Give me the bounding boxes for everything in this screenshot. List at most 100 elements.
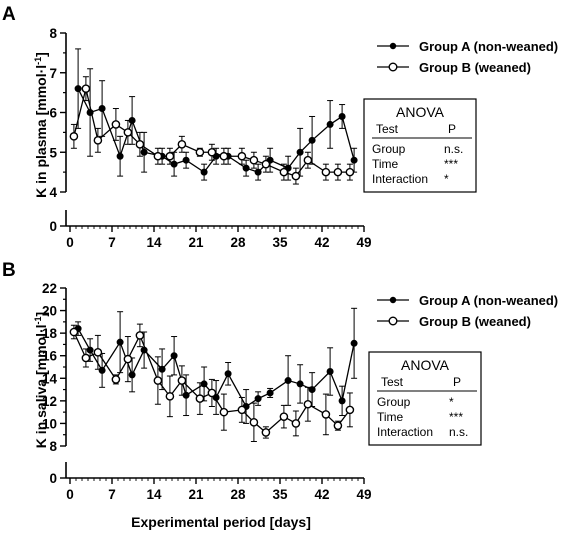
panel-a-series-group-b-point [237, 151, 247, 161]
panel-b-y-axis-label-close: ] [33, 312, 49, 317]
panel-b-anova-box: ANOVA Test P Group * Time *** Interaction n.s. [368, 351, 482, 446]
panel-b-series-group-b-point [249, 417, 259, 427]
panel-b-anova-title: ANOVA [401, 357, 450, 373]
panel-b-y-tick-label: 18 [42, 326, 58, 341]
panel-b-series-group-b-point [81, 353, 91, 363]
panel-a-series-group-b-point [177, 139, 187, 149]
panel-a-x-tick-label: 42 [314, 235, 329, 250]
panel-b-series-group-a [74, 307, 358, 424]
panel-a: A K in plasma [mmol·l-1] 4 5 6 7 8 00 7 14 21 28 3… [2, 4, 558, 250]
panel-b-x-tick-label: 14 [146, 487, 162, 502]
panel-a-series-group-a-point [350, 156, 358, 164]
panel-b-series-group-a-point [326, 368, 334, 376]
panel-a-series-group-b-point [249, 155, 259, 165]
panel-a-series-group-b-point [111, 120, 121, 129]
panel-b-y-axis-label: K in saliva [mmol·l-1] [33, 312, 49, 448]
panel-b-x-tick-label: 42 [314, 487, 329, 502]
panel-a-anova-frame [363, 98, 477, 193]
panel-b-legend-label: Group B (weaned) [419, 314, 531, 329]
panel-b-y-tick-label: 8 [49, 439, 57, 454]
panel-b-x-axis-label: Experimental period [days] [131, 514, 311, 530]
panel-a-series-group-a [74, 48, 358, 181]
panel-b-y-tick-label: 12 [42, 394, 57, 409]
panel-a-series-group-a-point [140, 148, 148, 156]
panel-b-series-group-b-point [237, 405, 247, 415]
panel-b-series-group-a-point [170, 352, 178, 360]
panel-a-y-tick-label: 6 [49, 106, 57, 121]
panel-b-series-group-b-point [93, 348, 103, 357]
panel-a-letter: A [2, 4, 16, 25]
panel-b-series-group-b-point [135, 331, 145, 340]
panel-a-x-tick-label: 49 [356, 235, 371, 250]
panel-b-legend-marker-open [388, 316, 398, 326]
panel-a-x-tick-label: 35 [272, 235, 288, 250]
panel-b-series-group-b-point [291, 419, 301, 428]
panel-b-series-group-b-point [195, 394, 205, 403]
panel-a-series-group-b-point [135, 139, 145, 149]
panel-b-series-group-a-point [224, 370, 232, 378]
panel-b-x-tick-label: 28 [230, 487, 246, 502]
panel-b-anova-row-label: Time [377, 410, 404, 424]
panel-a-series-group-a-point [74, 85, 82, 93]
panel-a-y-tick-label: 5 [49, 145, 57, 160]
panel-a-series-group-a-point [338, 112, 346, 120]
panel-b-series-group-a-point [284, 377, 292, 385]
panel-a-series-group-b-point [219, 151, 229, 161]
panel-b-letter: B [2, 260, 16, 281]
panel-b-series-group-b-point [279, 412, 289, 421]
panel-a-y-axis-label-close: ] [33, 52, 49, 57]
panel-b-legend-marker-filled [389, 296, 397, 304]
panel-a-series-group-b-point [165, 151, 175, 161]
panel-b-y-axis-label-main: K in saliva [mmol·l [33, 324, 49, 448]
panel-b-anova-row-label: Interaction [377, 425, 433, 439]
panel-b-anova-row-value: * [449, 395, 454, 409]
panel-a-y-axis-label-sup: -1 [33, 57, 43, 65]
panel-a-series-group-b-point [207, 147, 217, 157]
panel-b-y-axis-label-sup: -1 [33, 316, 43, 324]
panel-a-series-group-b-point [123, 128, 133, 137]
panel-a-legend-label: Group B (weaned) [419, 60, 531, 75]
panel-a-series-group-b [69, 76, 355, 185]
panel-a-anova-header-test: Test [376, 122, 399, 136]
panel-a-series-group-a-point [98, 105, 106, 113]
panel-b-y-tick-label: 20 [42, 304, 57, 319]
panel-a-anova-row-value: *** [444, 157, 458, 171]
panel-b-y-tick-label: 14 [42, 371, 58, 386]
panel-a-anova-row-value: n.s. [444, 142, 463, 156]
panel-a-series-group-a-point [308, 136, 316, 144]
panel-a-x-tick-label: 21 [188, 235, 204, 250]
panel-b-x-tick-label: 7 [108, 487, 116, 502]
panel-b-series-group-a-point [266, 389, 274, 397]
panel-a-y-tick-label: 4 [49, 185, 57, 200]
panel-b-y-tick-label: 16 [42, 349, 58, 364]
panel-a-series-group-b-point [333, 167, 343, 177]
panel-b-series-group-a-point [116, 338, 124, 346]
panel-b-series-group-b-point [303, 399, 313, 409]
panel-a-series-group-b-point [303, 155, 313, 165]
panel-a-anova-row-label: Interaction [372, 172, 428, 186]
panel-b-series-group-a-point [296, 380, 304, 388]
panel-a-anova-row-label: Group [372, 142, 406, 156]
panel-a-series-group-a-point [242, 164, 250, 172]
panel-a-series-group-b-point [261, 159, 271, 169]
panel-b-series-group-b-point [345, 405, 355, 415]
panel-a-series-group-a-point [326, 120, 334, 128]
panel-b-plot-area: 8 10 12 14 16 18 20 22 00 7 14 21 28 35 42 49 [42, 281, 372, 502]
panel-a-series-group-b-point [291, 171, 301, 181]
panel-b-y-tick-label: 10 [42, 416, 57, 431]
panel-a-x-tick-label: 0 [66, 235, 74, 250]
panel-b-series-group-b-point [321, 410, 331, 419]
panel-b-x-tick-label: 21 [188, 487, 204, 502]
panel-a-legend-label: Group A (non-weaned) [419, 39, 558, 54]
panel-a-anova-row-value: * [444, 172, 449, 186]
panel-a-series-group-a-point [296, 148, 304, 156]
panel-b-anova-header-p: P [453, 375, 461, 389]
panel-a-plot-area: 4 5 6 7 8 00 7 14 21 28 35 42 49 [49, 26, 371, 250]
panel-a-anova-row-label: Time [372, 157, 399, 171]
panel-a-x-tick-label: 14 [146, 235, 162, 250]
panel-b-x-tick-label: 35 [272, 487, 288, 502]
panel-a-series-group-b-point [195, 147, 205, 157]
panel-b-anova-row-value: *** [449, 410, 463, 424]
panel-b-anova-frame [368, 351, 482, 446]
